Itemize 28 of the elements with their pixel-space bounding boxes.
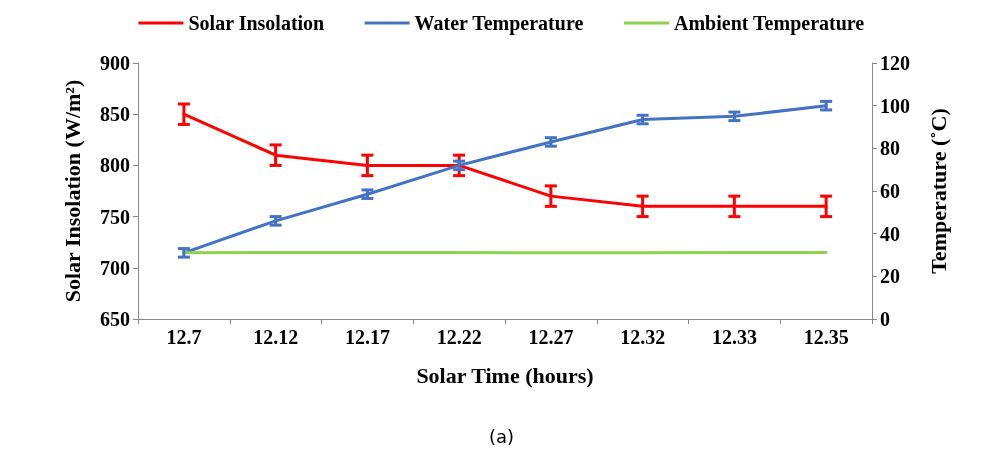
x-tick-label: 12.27 [528,326,574,348]
y-tick-label: 650 [100,308,130,330]
x-tick-label: 12.33 [711,326,757,348]
y2-axis-title: Temperature (˚C) [925,108,951,274]
x-tick-label: 12.17 [344,326,390,348]
y2-tick-label: 60 [880,180,900,202]
y-tick-label: 850 [100,103,130,126]
legend-label: Solar Insolation [188,12,325,34]
x-axis-title: Solar Time (hours) [416,362,594,388]
y-axis-title: Solar Insolation (W/m²) [59,79,85,303]
x-tick-label: 12.7 [166,326,202,348]
x-tick-label: 12.35 [803,326,849,348]
y2-tick-label: 0 [880,308,890,330]
y2-tick-label: 100 [880,94,910,117]
y2-tick-label: 120 [880,52,910,74]
y-tick-label: 700 [100,256,130,279]
x-tick-label: 12.12 [253,326,299,348]
y2-tick-label: 80 [880,137,900,160]
legend-label: Water Temperature [414,12,584,35]
y-tick-label: 800 [100,154,130,177]
y2-tick-label: 40 [880,222,900,245]
y-tick-label: 900 [100,52,130,74]
y2-tick-label: 20 [880,265,900,288]
y-tick-label: 750 [100,205,130,228]
legend-label: Ambient Temperature [674,12,865,35]
x-tick-label: 12.22 [436,326,482,348]
text: (a) [488,425,515,447]
x-tick-label: 12.32 [620,326,666,348]
